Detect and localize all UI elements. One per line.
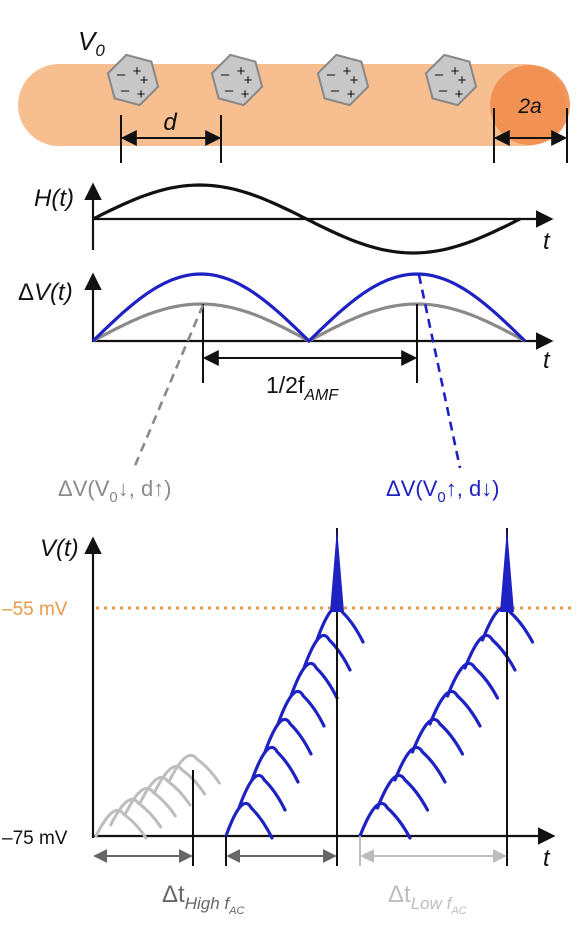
- minus-charge: –: [117, 66, 126, 83]
- ramp-bump: [123, 786, 177, 818]
- annotation-gray: ΔV(V0↓, d↑): [58, 476, 172, 506]
- interval-high-label: ΔtHigh fAC: [162, 881, 244, 917]
- plus-charge: +: [241, 86, 250, 103]
- minus-charge: –: [439, 82, 448, 99]
- ramp-bump: [358, 801, 412, 840]
- ramp-spike-blue-1: [224, 605, 365, 840]
- minus-charge: –: [225, 82, 234, 99]
- voltage-curve-blue: [91, 272, 527, 344]
- ramp-bump: [167, 753, 221, 785]
- ramp-bump: [263, 717, 313, 756]
- plus-charge: +: [347, 86, 356, 103]
- axon-panel: – ++– +– ++– +– ++– +– ++– + V0 d 2a: [18, 26, 570, 163]
- ramp-bump: [94, 808, 148, 840]
- spike-1: [330, 528, 344, 612]
- particle-3: – ++– +: [316, 53, 370, 107]
- v0-label: V0: [78, 26, 105, 60]
- pointer-gray-dashed: [132, 304, 205, 469]
- particle-hexagon: [210, 53, 264, 107]
- ramp-bump: [138, 775, 192, 807]
- ramp-bump: [224, 801, 274, 840]
- membrane-y-label: V(t): [40, 535, 79, 562]
- axon-body: [18, 64, 566, 146]
- particle-hexagon: [316, 53, 370, 107]
- ramp-bump: [445, 661, 500, 700]
- ramp-bump: [375, 773, 430, 812]
- plus-charge: +: [451, 63, 460, 80]
- ramp-bump: [153, 764, 207, 796]
- interval-low-label: ΔtLow fAC: [388, 881, 467, 917]
- ramp-bump: [237, 773, 287, 812]
- plus-charge: +: [350, 72, 359, 89]
- plus-charge: +: [237, 63, 246, 80]
- ramp-bump: [393, 745, 447, 784]
- particle-1: – ++– +: [106, 53, 160, 107]
- ramp-bump: [428, 689, 482, 728]
- field-sine-curve: [92, 183, 521, 255]
- ramp-bump: [302, 633, 352, 672]
- spike-2: [500, 528, 514, 612]
- diameter-label: 2a: [517, 95, 541, 118]
- pointer-blue-dashed: [417, 274, 462, 469]
- particle-group: – ++– +– ++– +– ++– +– ++– +: [106, 53, 478, 107]
- particle-hexagon: [424, 53, 478, 107]
- ramp-subthreshold-gray: [94, 753, 221, 840]
- annotation-blue: ΔV(V0↑, d↓): [386, 476, 500, 506]
- ramp-bump: [289, 661, 339, 700]
- rest-label: –75 mV: [2, 828, 68, 849]
- spacing-label: d: [163, 109, 177, 136]
- minus-charge: –: [331, 82, 340, 99]
- field-x-label: t: [543, 228, 551, 255]
- ramp-bump: [463, 633, 517, 672]
- plus-charge: +: [133, 63, 142, 80]
- plus-charge: +: [455, 86, 464, 103]
- node-of-radius-2a: [490, 65, 570, 145]
- voltage-y-label: ΔV(t): [18, 279, 73, 306]
- voltage-panel: ΔV(t) t 1/2fAMF ΔV(V0↓, d↑) ΔV(V0↑, d↓): [18, 272, 554, 506]
- voltage-x-label: t: [543, 347, 551, 374]
- minus-charge: –: [327, 66, 336, 83]
- ramp-bump: [276, 689, 326, 728]
- minus-charge: –: [221, 66, 230, 83]
- threshold-label: –55 mV: [2, 599, 68, 620]
- ramp-spike-blue-2: [358, 605, 535, 840]
- field-panel: H(t) t: [34, 182, 554, 255]
- plus-charge: +: [343, 63, 352, 80]
- plus-charge: +: [137, 86, 146, 103]
- voltage-curve-gray: [92, 302, 526, 343]
- field-y-label: H(t): [34, 185, 74, 212]
- ramp-bump: [410, 717, 465, 756]
- minus-charge: –: [121, 82, 130, 99]
- plus-charge: +: [244, 72, 253, 89]
- particle-hexagon: [106, 53, 160, 107]
- membrane-panel: V(t) t –55 mV –75 mV ΔtHigh fAC ΔtLow fA…: [2, 528, 572, 917]
- plus-charge: +: [458, 72, 467, 89]
- ramp-bump: [250, 745, 300, 784]
- particle-2: – ++– +: [210, 53, 264, 107]
- membrane-x-label: t: [543, 845, 551, 872]
- plus-charge: +: [140, 72, 149, 89]
- ramp-bump: [109, 797, 163, 829]
- minus-charge: –: [435, 66, 444, 83]
- period-label: 1/2fAMF: [266, 372, 339, 404]
- particle-4: – ++– +: [424, 53, 478, 107]
